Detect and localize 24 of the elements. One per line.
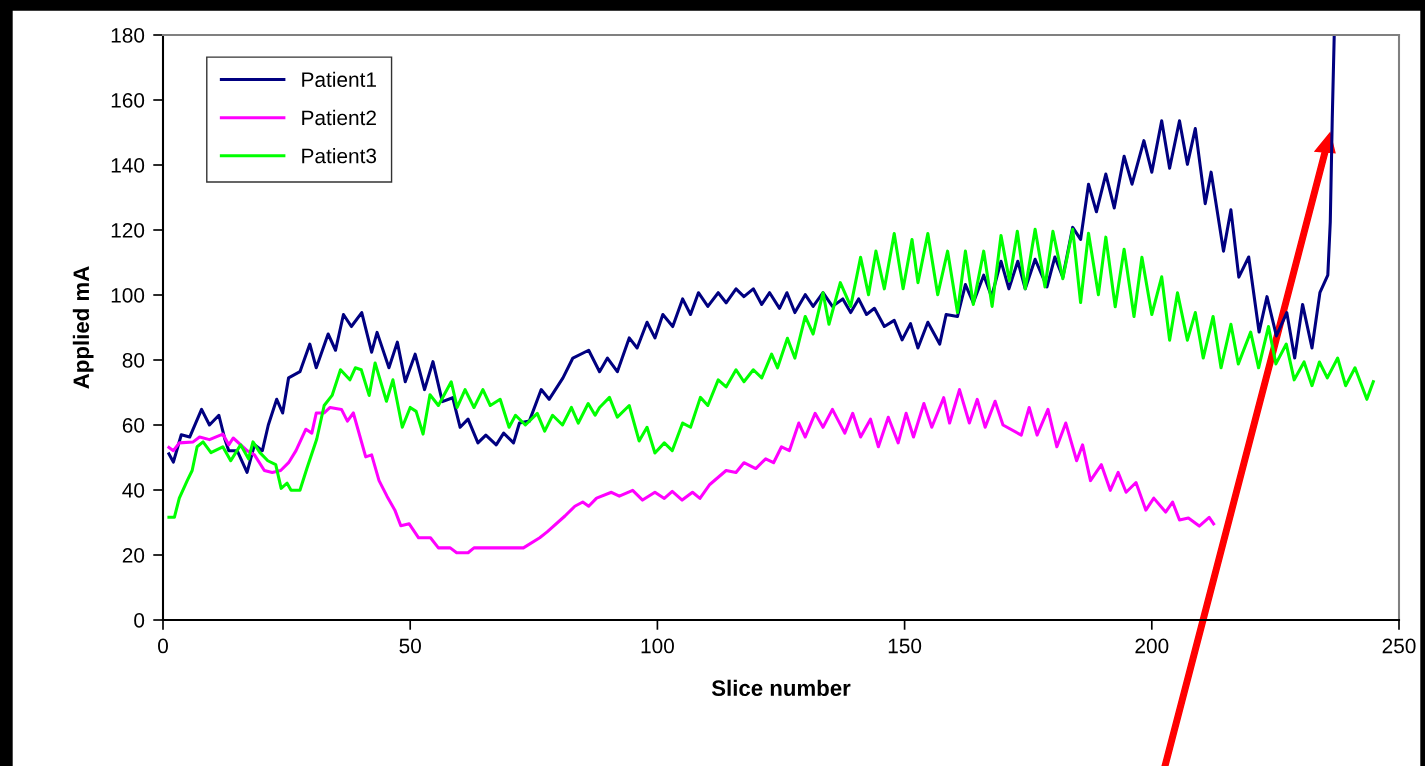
line-series bbox=[167, 388, 1216, 555]
y-tick-label: 120 bbox=[111, 223, 145, 238]
x-tick-label: 150 bbox=[888, 638, 922, 654]
x-tick-label: 0 bbox=[158, 638, 168, 654]
line-series bbox=[167, 227, 1375, 519]
y-tick-label: 40 bbox=[122, 483, 145, 498]
x-tick-label: 50 bbox=[399, 638, 421, 654]
line-series bbox=[167, 35, 1336, 474]
y-tick-label: 180 bbox=[111, 28, 145, 43]
legend-label: Patient3 bbox=[302, 148, 377, 164]
x-tick-label: 100 bbox=[641, 638, 674, 654]
y-tick-label: 140 bbox=[111, 158, 145, 173]
x-tick-label: 250 bbox=[1382, 638, 1416, 654]
y-tick-label: 20 bbox=[122, 548, 145, 563]
y-tick-label: 100 bbox=[111, 288, 145, 303]
x-axis-title: Slice number bbox=[711, 679, 851, 697]
y-axis-title: Applied mA bbox=[72, 266, 94, 389]
legend-label: Patient2 bbox=[302, 109, 376, 126]
y-tick-label: 60 bbox=[122, 418, 145, 433]
x-tick-label: 200 bbox=[1135, 638, 1169, 654]
legend-label: Patient1 bbox=[302, 71, 376, 87]
y-tick-label: 160 bbox=[111, 93, 145, 108]
y-tick-label: 0 bbox=[134, 613, 145, 628]
y-tick-label: 80 bbox=[122, 353, 145, 368]
